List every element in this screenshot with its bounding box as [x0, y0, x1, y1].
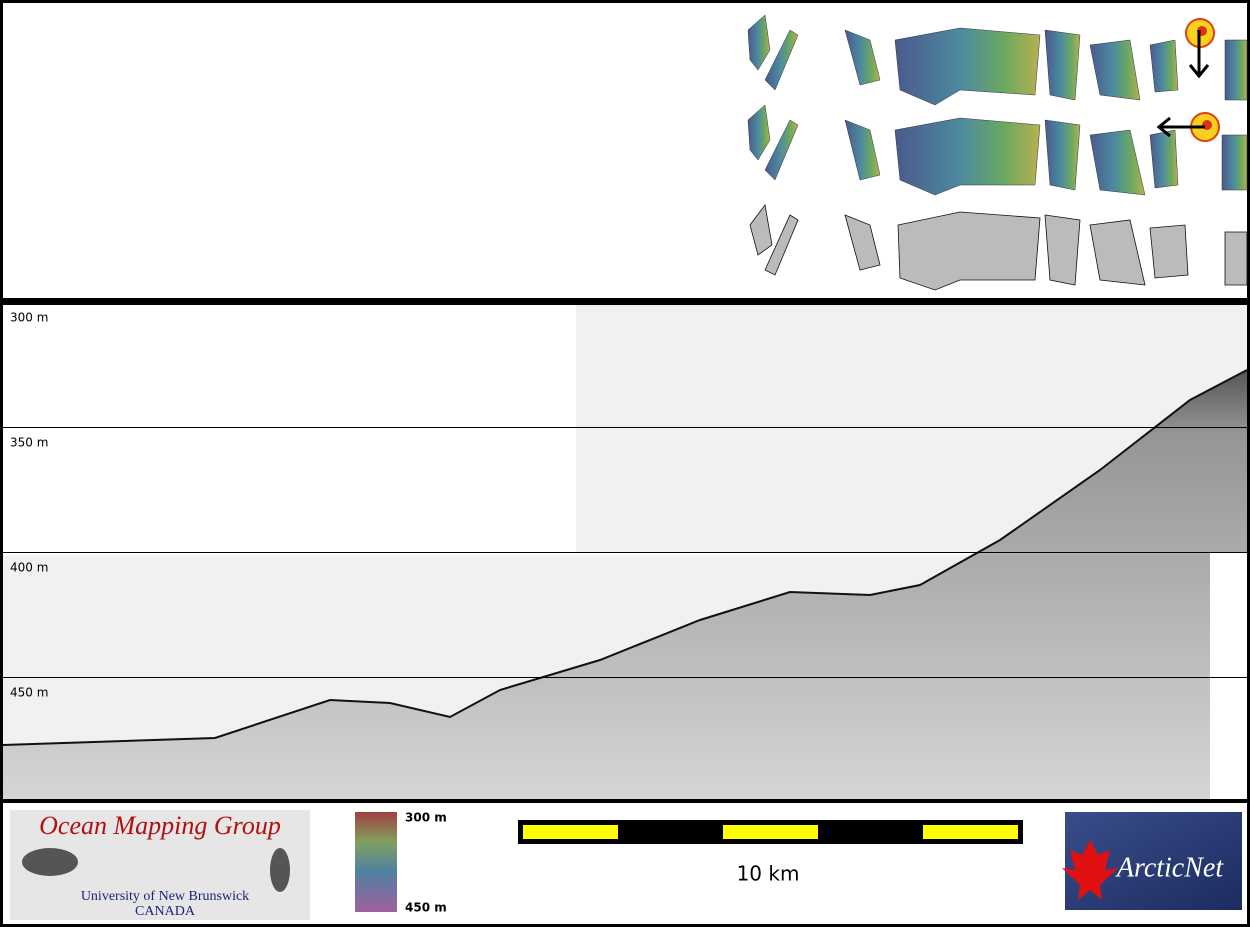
color-scale-top: 300 m: [405, 811, 447, 825]
depth-label: 350 m: [10, 436, 48, 450]
logo-university: University of New Brunswick: [81, 889, 249, 904]
mosaic-panel: [3, 3, 1247, 298]
mosaic-rows: [747, 14, 1248, 291]
depth-label: 450 m: [10, 686, 48, 700]
sun-icon: [1185, 18, 1215, 79]
partner-name: ArcticNet: [1115, 852, 1224, 883]
seafloor-line: [2, 369, 1248, 746]
color-scale-bottom: 450 m: [405, 901, 447, 915]
depth-label: 300 m: [10, 311, 48, 325]
logo-country: CANADA: [135, 904, 196, 919]
depth-lines: [3, 427, 1247, 678]
color-scale: [355, 812, 397, 912]
scale-label: 10 km: [737, 862, 800, 886]
scale-bar: [518, 820, 1023, 844]
logo-title: Ocean Mapping Group: [39, 811, 281, 840]
depth-label: 400 m: [10, 561, 48, 575]
seafloor: [3, 370, 1247, 799]
sun-icon: [1156, 112, 1220, 142]
